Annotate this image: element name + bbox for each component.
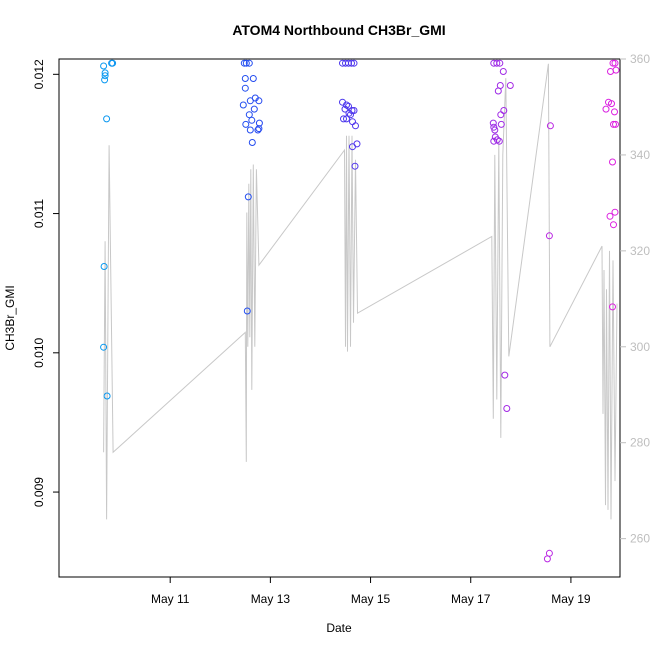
data-point — [100, 343, 108, 351]
data-point — [255, 97, 263, 105]
data-point — [244, 193, 252, 201]
data-point — [497, 111, 505, 119]
x-tick-label: May 19 — [551, 592, 591, 606]
y2-axis: 260 280 300 320 340 360 — [620, 52, 650, 546]
data-point — [243, 307, 251, 315]
data-point — [248, 116, 256, 124]
x-tick-label: May 11 — [151, 592, 190, 606]
data-point — [347, 111, 354, 119]
x-axis-title: Date — [326, 621, 352, 635]
data-point — [612, 66, 620, 74]
data-point — [611, 208, 619, 216]
data-point — [348, 107, 356, 114]
data-point — [497, 120, 505, 128]
data-point — [350, 59, 358, 67]
data-point — [248, 139, 256, 146]
scatter-points — [100, 59, 620, 563]
data-point — [100, 263, 108, 270]
data-point — [245, 59, 253, 67]
data-point — [241, 75, 249, 82]
data-point — [489, 119, 497, 127]
data-point — [343, 101, 350, 109]
data-point — [350, 107, 358, 114]
data-point — [496, 59, 504, 67]
y-tick-label: 0.011 — [32, 199, 46, 228]
data-point — [493, 59, 501, 67]
data-point — [545, 232, 553, 240]
chart-title: ATOM4 Northbound CH3Br_GMI — [232, 22, 445, 38]
data-point — [246, 126, 254, 134]
data-point — [101, 76, 109, 84]
data-point — [255, 125, 263, 133]
data-point — [349, 118, 356, 126]
y-axis-title: CH3Br_GMI — [3, 285, 17, 350]
y-axis: 0.009 0.010 0.011 0.012 — [32, 59, 59, 507]
data-point — [610, 221, 617, 229]
data-point — [602, 105, 610, 113]
data-point — [245, 111, 253, 119]
data-point — [546, 122, 554, 130]
y2-tick-label: 340 — [630, 148, 650, 162]
data-point — [340, 115, 347, 123]
data-point — [242, 120, 250, 128]
data-point — [348, 59, 355, 67]
plot-frame — [58, 58, 621, 578]
data-point — [353, 140, 361, 148]
y-tick-label: 0.012 — [32, 59, 46, 89]
data-point — [351, 162, 359, 170]
y2-tick-label: 260 — [630, 532, 650, 546]
data-point — [101, 69, 109, 77]
data-point — [343, 115, 350, 123]
data-point — [242, 59, 250, 67]
y2-tick-label: 360 — [630, 52, 650, 66]
data-point — [611, 108, 618, 116]
data-point — [608, 100, 615, 108]
x-tick-label: May 15 — [351, 592, 391, 606]
data-point — [612, 120, 619, 128]
data-point — [611, 59, 619, 67]
data-point — [506, 82, 514, 89]
data-point — [241, 84, 249, 92]
data-point — [352, 122, 359, 130]
data-point — [609, 158, 616, 166]
y-tick-label: 0.009 — [32, 477, 46, 507]
data-point — [341, 105, 349, 113]
data-point — [349, 143, 356, 151]
data-point — [239, 101, 247, 109]
y-tick-label: 0.010 — [32, 337, 46, 367]
secondary-line-series — [103, 63, 618, 520]
x-tick-label: May 13 — [251, 592, 291, 606]
y2-tick-label: 280 — [630, 436, 650, 450]
data-point — [503, 405, 511, 412]
data-point — [606, 212, 614, 220]
data-point — [103, 392, 111, 400]
y2-tick-label: 320 — [630, 244, 650, 258]
x-axis: May 11 May 13 May 15 May 17 May 19 — [151, 577, 591, 606]
data-point — [240, 59, 248, 67]
data-point — [609, 303, 616, 311]
data-point — [103, 115, 111, 123]
data-point — [495, 137, 503, 145]
data-point — [250, 105, 258, 113]
data-point — [610, 120, 617, 128]
secondary-line — [103, 63, 618, 520]
data-point — [249, 75, 257, 82]
data-point — [491, 126, 499, 134]
x-tick-label: May 17 — [451, 592, 491, 606]
data-point — [494, 87, 502, 95]
data-point — [545, 549, 553, 557]
data-point — [493, 136, 501, 144]
data-point — [499, 68, 507, 75]
data-point — [609, 59, 617, 67]
data-point — [543, 555, 551, 563]
y2-tick-label: 300 — [630, 340, 650, 354]
data-point — [100, 62, 108, 70]
data-point — [109, 59, 117, 67]
data-point — [101, 72, 109, 80]
data-point — [501, 371, 509, 379]
data-point — [254, 126, 262, 134]
